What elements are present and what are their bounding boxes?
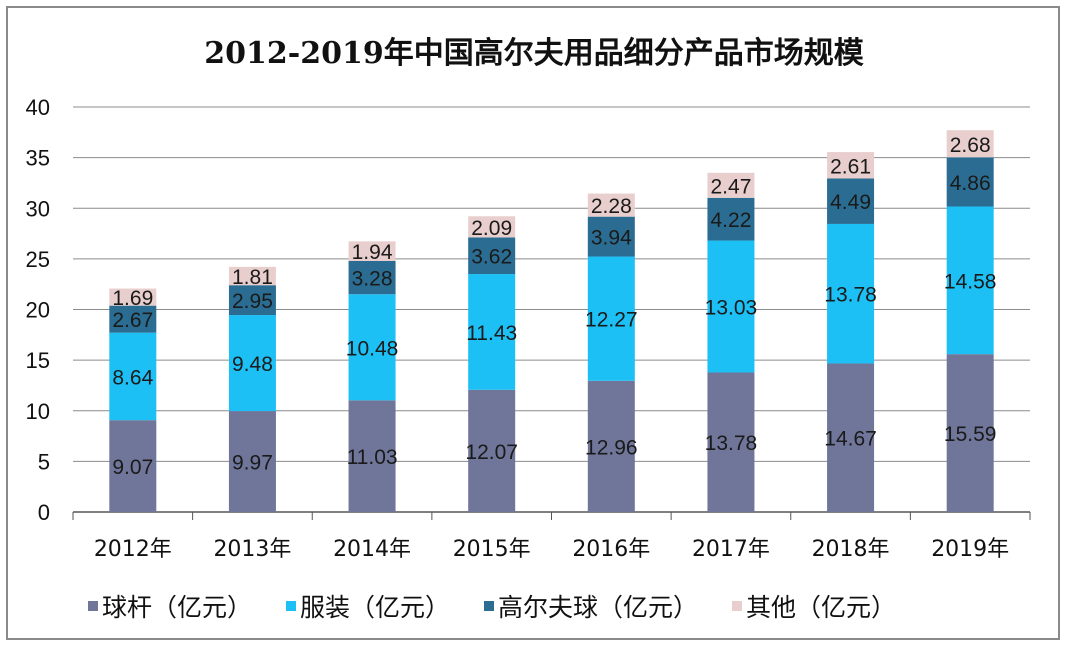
x-tick-label: 2015年 bbox=[453, 537, 531, 562]
bar-segment bbox=[348, 241, 396, 262]
y-tick-label: 25 bbox=[26, 247, 50, 272]
x-tick-label: 2016年 bbox=[572, 537, 650, 562]
legend-swatch bbox=[286, 601, 297, 611]
data-label: 9.97 bbox=[232, 452, 273, 475]
bar-segment bbox=[109, 288, 157, 306]
x-tick-label: 2017年 bbox=[692, 537, 770, 562]
data-label: 3.62 bbox=[471, 246, 512, 269]
data-label: 4.49 bbox=[830, 191, 871, 214]
data-label: 10.48 bbox=[346, 337, 399, 360]
bar-segment bbox=[228, 266, 276, 286]
data-label: 3.28 bbox=[352, 268, 393, 291]
bar-segment bbox=[587, 256, 635, 381]
y-tick-label: 35 bbox=[26, 146, 50, 171]
bar-segment bbox=[109, 420, 157, 512]
data-label: 1.81 bbox=[232, 266, 273, 289]
legend-label: 高尔夫球（亿元） bbox=[498, 593, 699, 622]
x-tick-label: 2012年 bbox=[94, 537, 172, 562]
bar-segment bbox=[946, 130, 994, 158]
legend-label: 球杆（亿元） bbox=[102, 593, 253, 622]
bar-segment bbox=[348, 400, 396, 512]
data-label: 4.22 bbox=[711, 209, 752, 232]
x-tick-label: 2018年 bbox=[812, 537, 890, 562]
data-label: 13.78 bbox=[824, 284, 877, 307]
bar-segment bbox=[228, 411, 276, 512]
x-tick-label: 2013年 bbox=[213, 537, 291, 562]
legend-swatch bbox=[88, 601, 98, 611]
data-label: 12.96 bbox=[585, 436, 638, 459]
data-label: 9.07 bbox=[112, 456, 153, 479]
bar-segment bbox=[946, 206, 994, 355]
bar-segment bbox=[827, 223, 875, 364]
data-label: 2.67 bbox=[112, 309, 153, 332]
bar-segment bbox=[109, 332, 157, 421]
bar-segment bbox=[587, 380, 635, 512]
chart-frame bbox=[6, 6, 1060, 640]
legend-item: 高尔夫球（亿元） bbox=[484, 588, 698, 624]
x-tick-label: 2014年 bbox=[333, 537, 411, 562]
data-label: 4.86 bbox=[950, 172, 991, 195]
bar-segment bbox=[348, 261, 396, 295]
legend-swatch bbox=[484, 601, 495, 611]
bar-segment bbox=[946, 157, 994, 207]
y-tick-label: 10 bbox=[26, 399, 50, 424]
data-label: 2.68 bbox=[950, 134, 991, 157]
bar-segment bbox=[468, 274, 516, 390]
bar-segment bbox=[707, 372, 755, 512]
legend-swatch bbox=[732, 601, 743, 611]
bar-segment bbox=[827, 178, 875, 224]
data-label: 3.94 bbox=[591, 227, 632, 250]
legend-label: 服装（亿元） bbox=[300, 593, 451, 622]
data-label: 12.27 bbox=[585, 309, 638, 332]
bar-segment bbox=[468, 216, 516, 238]
y-tick-label: 15 bbox=[26, 348, 50, 373]
data-label: 8.64 bbox=[112, 366, 153, 389]
bar-segment bbox=[228, 315, 276, 412]
y-tick-label: 30 bbox=[26, 196, 50, 221]
data-label: 1.94 bbox=[352, 241, 393, 264]
y-tick-label: 40 bbox=[26, 95, 50, 120]
data-label: 2.61 bbox=[830, 155, 871, 178]
bar-segment bbox=[587, 216, 635, 257]
data-label: 9.48 bbox=[232, 353, 273, 376]
bar-segment bbox=[707, 197, 755, 241]
data-label: 1.69 bbox=[112, 287, 153, 310]
data-label: 13.78 bbox=[705, 432, 758, 455]
bar-segment bbox=[946, 354, 994, 512]
legend-label: 其他（亿元） bbox=[746, 593, 897, 622]
y-tick-label: 20 bbox=[26, 298, 50, 323]
bar-segment bbox=[587, 193, 635, 217]
bar-segment bbox=[827, 363, 875, 512]
chart-title: 2012-2019年中国高尔夫用品细分产品市场规模 bbox=[204, 36, 864, 71]
bar-segment bbox=[707, 172, 755, 198]
bar-segment bbox=[707, 240, 755, 373]
x-tick-label: 2019年 bbox=[931, 537, 1009, 562]
data-label: 2.95 bbox=[232, 290, 273, 313]
data-label: 11.03 bbox=[347, 446, 398, 469]
bar-segment bbox=[348, 294, 396, 401]
data-label: 11.43 bbox=[466, 322, 517, 345]
data-label: 15.59 bbox=[944, 423, 997, 446]
bar-segment bbox=[827, 152, 875, 179]
y-tick-label: 5 bbox=[38, 449, 50, 474]
data-label: 12.07 bbox=[465, 441, 518, 464]
bar-segment bbox=[109, 305, 157, 333]
legend-item: 其他（亿元） bbox=[732, 588, 896, 624]
data-label: 13.03 bbox=[705, 297, 758, 320]
data-label: 14.58 bbox=[944, 270, 997, 293]
data-label: 2.09 bbox=[471, 217, 512, 240]
bar-segment bbox=[468, 389, 516, 512]
bar-segment bbox=[468, 237, 516, 275]
bar-segment bbox=[228, 285, 276, 316]
data-label: 2.28 bbox=[591, 195, 632, 218]
y-tick-label: 0 bbox=[38, 500, 50, 525]
legend-item: 服装（亿元） bbox=[286, 588, 450, 624]
legend-item: 球杆（亿元） bbox=[88, 588, 252, 624]
legend: 球杆（亿元） 服装（亿元） 高尔夫球（亿元） 其他（亿元） bbox=[88, 588, 896, 624]
data-label: 14.67 bbox=[824, 428, 877, 451]
data-label: 2.47 bbox=[711, 175, 752, 198]
